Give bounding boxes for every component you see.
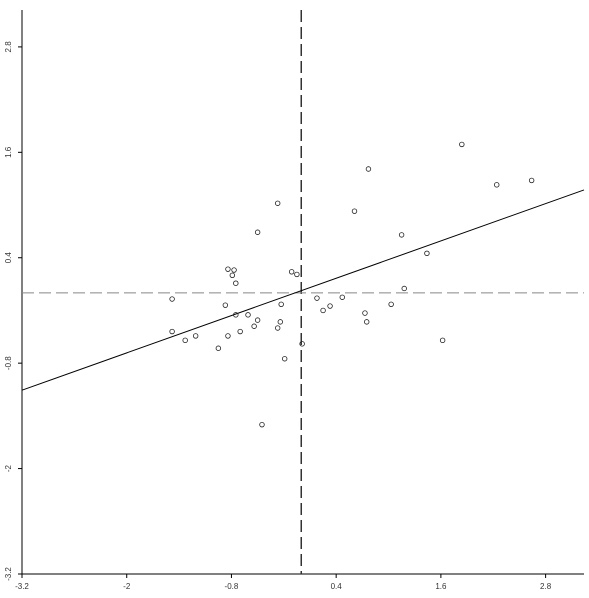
point bbox=[225, 266, 231, 272]
x-tick-label: 1.6 bbox=[435, 582, 447, 591]
point bbox=[251, 323, 257, 329]
point bbox=[259, 421, 265, 428]
y-tick-label: 1.6 bbox=[4, 146, 13, 158]
point bbox=[182, 337, 188, 344]
point bbox=[254, 317, 261, 323]
point bbox=[215, 345, 222, 351]
x-tick-label: -3.2 bbox=[15, 582, 29, 591]
point bbox=[245, 312, 251, 318]
point bbox=[229, 272, 236, 279]
point bbox=[365, 166, 372, 172]
point bbox=[274, 200, 281, 206]
point bbox=[274, 325, 281, 331]
point bbox=[254, 229, 261, 235]
x-tick-label: 2.8 bbox=[540, 582, 552, 591]
point bbox=[339, 294, 345, 300]
x-tick-label: 0.4 bbox=[331, 582, 343, 591]
regression-line bbox=[21, 189, 585, 391]
point bbox=[192, 333, 199, 339]
x-tick-label: -0.8 bbox=[225, 582, 239, 591]
y-tick-label: -0.8 bbox=[4, 356, 13, 370]
point bbox=[314, 295, 320, 301]
point bbox=[278, 301, 284, 307]
point bbox=[233, 280, 239, 286]
point bbox=[388, 301, 394, 307]
y-tick-label: -3.2 bbox=[4, 567, 13, 581]
point bbox=[364, 319, 370, 325]
point bbox=[299, 341, 305, 347]
point bbox=[294, 271, 300, 278]
point bbox=[169, 328, 175, 335]
point bbox=[459, 141, 465, 148]
point bbox=[401, 285, 407, 292]
y-tick-label: 2.8 bbox=[4, 41, 13, 53]
point bbox=[424, 250, 430, 257]
point bbox=[222, 302, 229, 308]
point bbox=[320, 307, 326, 314]
point bbox=[231, 267, 237, 273]
y-tick-label: -2 bbox=[4, 464, 13, 472]
point bbox=[277, 319, 284, 325]
point bbox=[528, 177, 535, 184]
y-tick-label: 0.4 bbox=[4, 252, 13, 264]
point bbox=[281, 356, 288, 362]
point bbox=[169, 296, 175, 302]
point bbox=[439, 337, 446, 344]
point bbox=[327, 303, 333, 309]
point bbox=[351, 208, 358, 214]
point bbox=[494, 182, 500, 188]
x-tick-label: -2 bbox=[123, 582, 131, 591]
point bbox=[288, 269, 295, 275]
point bbox=[225, 333, 231, 339]
point bbox=[233, 312, 239, 318]
point bbox=[362, 310, 368, 316]
point bbox=[398, 232, 405, 238]
point bbox=[237, 328, 243, 335]
